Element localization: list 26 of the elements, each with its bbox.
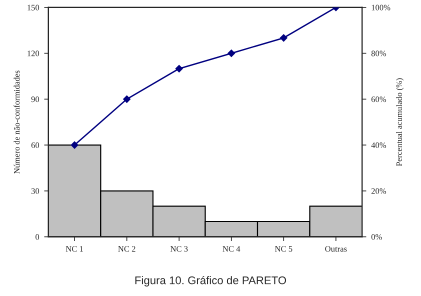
y2-tick-label: 100% (372, 4, 390, 10)
y-tick-label: 90 (31, 96, 40, 102)
y-tick-label: 0 (36, 234, 40, 240)
y-tick-label: 150 (28, 4, 40, 10)
y-tick-label: 30 (31, 188, 40, 194)
x-tick-label: NC 5 (274, 246, 292, 252)
y2-tick-label: 80% (371, 50, 386, 56)
y-axis-title: Número de não-conformidades (14, 70, 20, 174)
y2-tick-label: 60% (371, 96, 386, 102)
y2-tick-label: 20% (371, 188, 386, 194)
x-tick-label: NC 1 (66, 246, 83, 252)
y2-axis-title: Percentual acumulado (%) (396, 78, 404, 166)
x-tick-label: NC 2 (118, 246, 136, 252)
x-tick-label: NC 4 (222, 246, 240, 252)
point (70, 141, 78, 149)
point (175, 65, 183, 72)
point (280, 34, 288, 42)
text: Figura 10. Gráfico de PARETO (135, 276, 286, 286)
y2-tick-label: 40% (371, 142, 386, 148)
y2-tick-label: 0% (371, 234, 382, 240)
y-tick-label: 120 (28, 50, 40, 56)
point (228, 50, 236, 57)
x-tick-label: Outras (325, 246, 347, 252)
x-tick-label: NC 3 (170, 246, 188, 252)
y-tick-label: 60 (31, 142, 40, 148)
point (123, 96, 130, 103)
